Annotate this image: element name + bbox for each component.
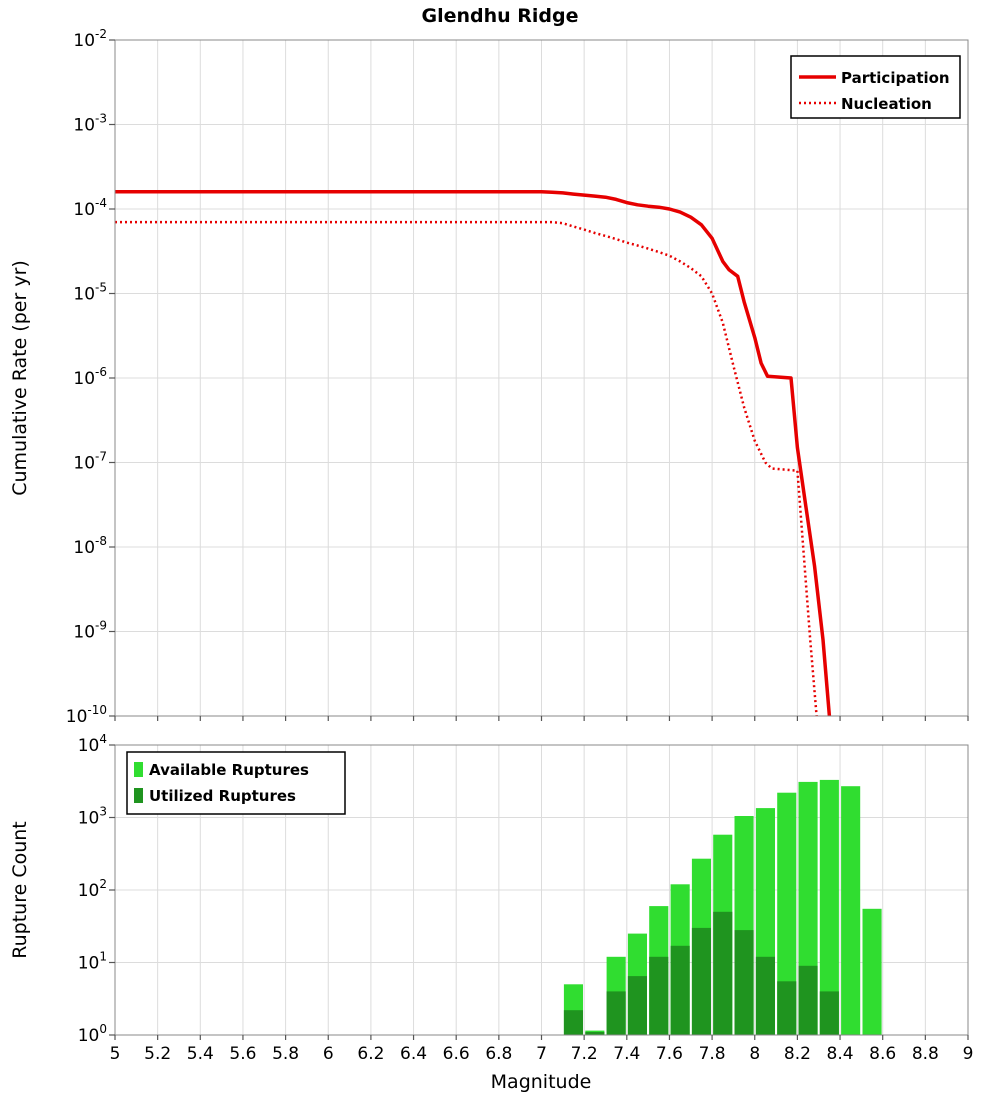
count-legend-box [126,751,346,815]
utilized-ruptures-bar [606,991,626,1035]
utilized-ruptures-swatch [134,788,143,803]
y-tick-label: 103 [78,805,107,829]
rate-axis-ticks [109,39,969,721]
y-tick-label: 10-5 [73,281,107,305]
count-y-tick-labels: 100 101 102 103 104 [78,732,107,1046]
available-ruptures-bar [862,908,882,1035]
y-tick-label: 10-6 [73,365,107,389]
utilized-ruptures-bar [585,1032,605,1035]
utilized-ruptures-bar [670,945,690,1035]
x-tick-label: 7.2 [571,1044,598,1064]
utilized-ruptures-bar [713,911,733,1035]
participation-line [115,190,832,716]
utilized-ruptures-bar [734,930,754,1035]
nucleation-line [115,220,818,716]
x-tick-label: 5.4 [187,1044,214,1064]
utilized-ruptures-bar [563,1010,583,1035]
chart-title: Glendhu Ridge [421,5,578,27]
available-ruptures-swatch [134,762,143,777]
y-tick-label: 10-4 [73,196,107,220]
x-tick-label: 8.6 [869,1044,896,1064]
rate-panel: 10-2 10-3 10-4 10-5 10-6 10-7 10-8 10-9 10-10 [66,27,969,727]
rate-y-axis-title: Cumulative Rate (per yr) [9,260,31,496]
utilized-ruptures-bar [627,976,647,1035]
x-tick-label: 9 [963,1044,974,1064]
x-tick-label: 5 [110,1044,121,1064]
x-tick-label: 6.6 [443,1044,470,1064]
count-legend: Available Ruptures Utilized Ruptures [126,751,346,815]
x-tick-label: 8 [749,1044,760,1064]
y-tick-label: 10-3 [73,112,107,136]
rate-legend-box [790,55,961,119]
utilized-ruptures-bar [649,956,669,1035]
count-axis-ticks [109,744,969,1040]
x-tick-label: 7 [536,1044,547,1064]
x-tick-label: 7.8 [699,1044,726,1064]
rate-legend: Participation Nucleation [790,55,961,119]
y-tick-label: 100 [78,1022,107,1046]
utilized-ruptures-legend-label: Utilized Ruptures [149,787,296,805]
x-tick-label: 6 [323,1044,334,1064]
x-tick-label: 6.8 [485,1044,512,1064]
utilized-ruptures-bar [777,981,797,1035]
count-bars [563,779,882,1035]
utilized-ruptures-bar [755,956,775,1035]
x-tick-label: 7.4 [613,1044,640,1064]
nucleation-legend-label: Nucleation [841,95,932,113]
y-tick-label: 10-10 [66,703,107,727]
rate-series [115,190,832,716]
rate-y-tick-labels: 10-2 10-3 10-4 10-5 10-6 10-7 10-8 10-9 10-10 [66,27,107,727]
x-axis-title: Magnitude [491,1071,592,1093]
y-tick-label: 10-2 [73,27,107,51]
available-ruptures-legend-label: Available Ruptures [149,761,309,779]
available-ruptures-bar [819,779,839,1035]
utilized-ruptures-bar [691,927,711,1035]
y-tick-label: 10-8 [73,534,107,558]
participation-legend-label: Participation [841,69,950,87]
available-ruptures-bar [841,786,861,1035]
x-tick-label: 7.6 [656,1044,683,1064]
x-tick-label: 6.2 [357,1044,384,1064]
x-tick-label: 5.6 [229,1044,256,1064]
available-ruptures-bar [777,792,797,1035]
x-tick-label: 8.2 [784,1044,811,1064]
rate-gridlines [114,39,969,717]
y-tick-label: 104 [78,732,107,756]
utilized-ruptures-bar [819,991,839,1035]
y-tick-label: 101 [78,950,107,974]
x-tick-label: 8.8 [912,1044,939,1064]
count-y-axis-title: Rupture Count [9,821,31,959]
x-tick-label: 6.4 [400,1044,427,1064]
x-tick-labels: 5 5.2 5.4 5.6 5.8 6 6.2 6.4 6.6 6.8 7 7.2 7.4 7.6 7.8 8… [110,1044,974,1064]
x-tick-label: 5.2 [144,1044,171,1064]
x-tick-label: 5.8 [272,1044,299,1064]
y-tick-label: 102 [78,877,107,901]
utilized-ruptures-bar [798,965,818,1035]
y-tick-label: 10-7 [73,450,107,474]
x-tick-label: 8.4 [827,1044,854,1064]
y-tick-label: 10-9 [73,619,107,643]
